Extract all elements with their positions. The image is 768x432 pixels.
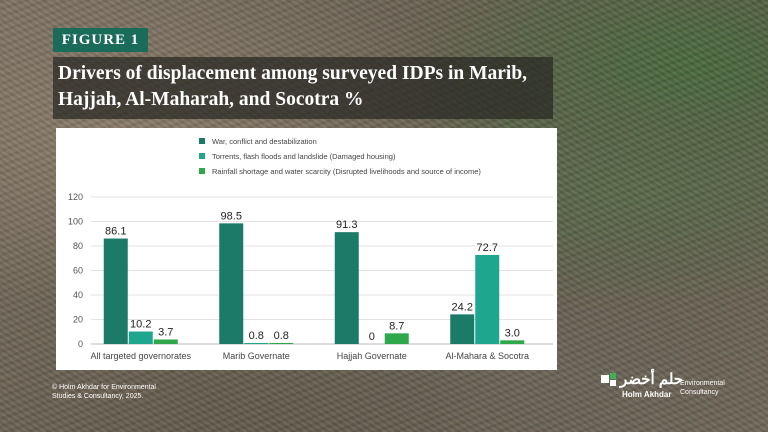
legend-label: Rainfall shortage and water scarcity (Di… <box>212 167 481 176</box>
leaf-logo-icon <box>601 373 616 386</box>
copyright: © Holm Akhdar for Environmental Studies … <box>52 383 162 401</box>
logo-arabic-text: حلم أخضر <box>620 371 684 388</box>
data-label: 0 <box>369 331 375 343</box>
figure-label: FIGURE 1 <box>53 28 148 52</box>
data-label: 0.8 <box>274 330 289 342</box>
x-category-label: All targeted governorates <box>90 351 191 361</box>
legend-label: War, conflict and destabilization <box>212 137 317 146</box>
x-category-label: Hajjah Governate <box>337 351 407 361</box>
x-category-label: Al-Mahara & Socotra <box>445 351 529 361</box>
bar-chart: 0 20 40 60 80 100 120 86.1 10.2 3.7 98.5 0.8 0.8 91.… <box>68 137 553 361</box>
copyright-line-1: © Holm Akhdar for Environmental <box>52 384 156 391</box>
data-label: 24.2 <box>452 301 473 313</box>
logo-subtitle: Environmental Consultancy <box>680 379 725 397</box>
figure-title: Drivers of displacement among surveyed I… <box>58 61 553 113</box>
title-box <box>53 57 553 119</box>
data-label: 8.7 <box>389 320 404 332</box>
data-label: 3.7 <box>158 326 173 338</box>
y-tick-label: 100 <box>68 217 83 227</box>
y-tick-label: 120 <box>68 192 83 202</box>
legend-swatch <box>199 138 205 144</box>
data-label: 10.2 <box>130 319 151 331</box>
bar <box>128 331 153 344</box>
data-label: 86.1 <box>105 226 126 238</box>
title-line-2: Hajjah, Al-Maharah, and Socotra % <box>58 89 364 110</box>
legend-swatch <box>199 168 205 174</box>
bar <box>450 314 475 344</box>
y-tick-label: 0 <box>78 339 83 349</box>
copyright-line-2: Studies & Consultancy, 2025. <box>52 393 144 400</box>
y-tick-label: 80 <box>73 241 83 251</box>
bar <box>153 339 178 344</box>
data-label: 0.8 <box>249 330 264 342</box>
data-label: 72.7 <box>477 242 498 254</box>
data-label: 3.0 <box>505 327 520 339</box>
title-line-1: Drivers of displacement among surveyed I… <box>58 63 528 84</box>
bar <box>384 333 409 344</box>
y-tick-label: 60 <box>73 266 83 276</box>
legend-label: Torrents, flash floods and landslide (Da… <box>212 152 396 161</box>
bar <box>244 343 269 344</box>
holm-akhdar-logo: حلم أخضر Holm Akhdar Environmental Consu… <box>600 370 730 404</box>
bar <box>269 343 294 344</box>
x-category-label: Marib Governate <box>223 351 290 361</box>
logo-english-text: Holm Akhdar <box>622 390 672 399</box>
logo-subtitle-line-2: Consultancy <box>680 389 719 396</box>
bar <box>103 238 128 344</box>
bar <box>475 254 500 344</box>
bar <box>500 340 525 344</box>
y-tick-label: 40 <box>73 290 83 300</box>
bar <box>219 223 244 344</box>
data-label: 98.5 <box>221 210 242 222</box>
bar <box>334 232 359 344</box>
logo-subtitle-line-1: Environmental <box>680 380 725 387</box>
legend-swatch <box>199 153 205 159</box>
data-label: 91.3 <box>336 219 357 231</box>
y-tick-label: 20 <box>73 315 83 325</box>
